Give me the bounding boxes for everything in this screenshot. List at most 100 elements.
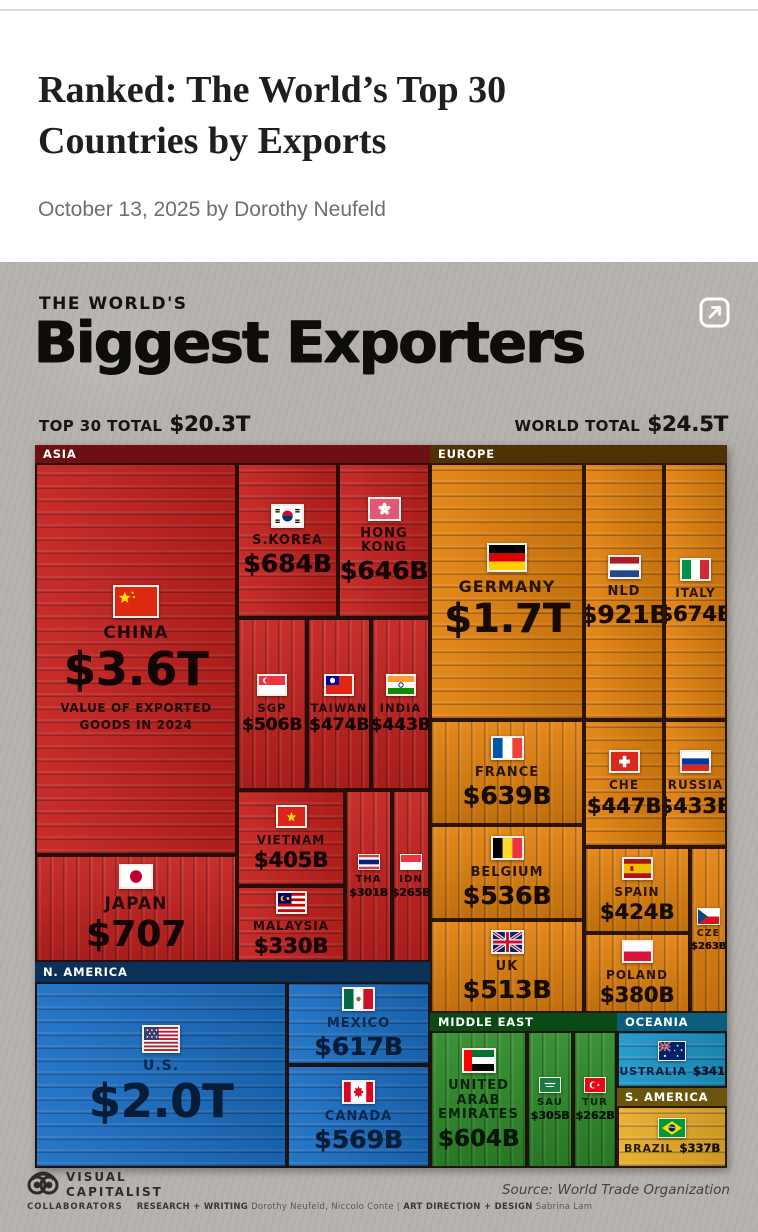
country-value: $337B (679, 1141, 721, 1156)
country-name: POLAND (606, 967, 668, 982)
flag-tr-icon (584, 1077, 606, 1094)
country-value: $265B (392, 885, 430, 899)
region-label-europe: EUROPE (430, 445, 727, 463)
infographic-title: Biggest Exporters (34, 310, 586, 376)
country-value: $301B (349, 885, 388, 899)
country-note: VALUE OF EXPORTED GOODS IN 2024 (60, 700, 212, 732)
country-name: ITALY (675, 586, 716, 601)
country-label-row: AUSTRALIA $341B (617, 1063, 725, 1078)
logo-line1: VISUAL (66, 1170, 127, 1184)
tile-sgp: SGP $506B (237, 618, 307, 790)
tile-japan: JAPAN $707 (35, 855, 237, 962)
country-name: JAPAN (104, 893, 168, 914)
visual-capitalist-logo: VISUAL CAPITALIST (26, 1170, 163, 1200)
region-label-asia: ASIA (35, 445, 430, 463)
country-value: $447B (586, 793, 662, 818)
country-value: $341B (692, 1063, 725, 1078)
tile-hong-kong: HONG KONG $646B (338, 463, 430, 618)
tile-che: CHE $447B (584, 720, 664, 847)
country-value: $639B (462, 780, 552, 810)
country-value: $646B (339, 555, 429, 585)
region-label-n-america: N. AMERICA (35, 962, 430, 982)
country-value: $1.7T (444, 595, 570, 642)
external-link-icon[interactable] (698, 296, 731, 329)
country-name: GERMANY (458, 577, 556, 597)
tile-mexico: MEXICO $617B (287, 982, 430, 1065)
world-total-value: $24.5T (647, 412, 728, 436)
art-names: Sabrina Lam (532, 1202, 593, 1212)
flag-hk-icon (367, 496, 401, 521)
tile-brazil: BRAZIL $337B (617, 1106, 727, 1168)
country-value: $536B (462, 880, 552, 910)
flag-jp-icon (119, 863, 153, 889)
country-name: AUSTRALIA (617, 1064, 687, 1078)
flag-it-icon (680, 558, 711, 582)
country-value: $2.0T (88, 1073, 234, 1128)
tile-malaysia: MALAYSIA $330B (237, 886, 345, 962)
credits-divider: | (396, 1202, 400, 1212)
research-names: Dorothy Neufeld, Niccolo Conte (248, 1202, 397, 1212)
country-value: $380B (599, 983, 675, 1008)
flag-in-icon (385, 673, 416, 696)
tile-canada: CANADA $569B (287, 1065, 430, 1168)
country-name: S.KOREA (252, 533, 323, 549)
country-value: $443B (371, 714, 430, 735)
country-value: $569B (314, 1124, 403, 1154)
tile-taiwan: TAIWAN $474B (307, 618, 371, 790)
flag-mx-icon (342, 987, 375, 1012)
country-name: CZE (696, 927, 721, 939)
flag-ch-icon (608, 750, 640, 774)
flag-nl-icon (607, 555, 641, 580)
country-name: U.S. (142, 1058, 180, 1075)
country-value: $305B (530, 1109, 570, 1123)
tile-germany: GERMANY $1.7T (430, 463, 584, 720)
flag-th-icon (357, 853, 380, 870)
world-total-label: WORLD TOTAL (514, 417, 641, 435)
country-name: HONG KONG (360, 525, 408, 556)
logo-wordmark: VISUAL CAPITALIST (66, 1170, 163, 1200)
country-value: $263B (690, 940, 727, 952)
flag-be-icon (490, 836, 524, 861)
tile-nld: NLD $921B (584, 463, 664, 720)
flag-au-icon (658, 1040, 686, 1061)
flag-kr-icon (271, 504, 304, 529)
tile-s-korea: S.KOREA $684B (237, 463, 338, 618)
research-label: RESEARCH + WRITING (136, 1202, 249, 1212)
country-value: $921B (584, 599, 664, 629)
tile-italy: ITALY$674B (664, 463, 727, 720)
tile-cze: CZE $263B (690, 847, 727, 1013)
country-name: SAU (537, 1097, 563, 1109)
tile-united-arab-emirates: UNITED ARAB EMIRATES $604B (430, 1031, 527, 1168)
infographic-kicker: THE WORLD'S (39, 294, 188, 314)
flag-my-icon (275, 890, 307, 914)
country-value: $707 (85, 913, 187, 955)
country-value: $604B (437, 1125, 520, 1152)
article-byline: October 13, 2025 by Dorothy Neufeld (38, 198, 386, 221)
binoculars-icon (26, 1170, 60, 1200)
country-name: RUSSIA (667, 778, 724, 793)
country-name: SGP (257, 700, 287, 715)
tile-india: INDIA $443B (371, 618, 430, 790)
flag-gb-icon (490, 930, 524, 955)
world-total: WORLD TOTAL $24.5T (515, 412, 728, 436)
tile-uk: UK $513B (430, 920, 584, 1013)
tile-france: FRANCE $639B (430, 720, 584, 825)
country-name: CHE (608, 778, 640, 793)
country-name: UK (495, 959, 519, 975)
collaborators-label: COLLABORATORS (27, 1202, 123, 1212)
flag-ca-icon (342, 1080, 375, 1105)
flag-ru-icon (680, 750, 711, 774)
tile-u-s: U.S. $2.0T (35, 982, 287, 1168)
country-name: NLD (607, 584, 641, 600)
country-value: $474B (308, 714, 370, 735)
country-name: THA (355, 873, 382, 885)
logo-line2: CAPITALIST (66, 1185, 163, 1199)
flag-es-icon (621, 856, 653, 880)
tile-australia: AUSTRALIA $341B (617, 1031, 727, 1088)
tile-idn: IDN $265B (392, 790, 430, 962)
country-value: $330B (253, 934, 329, 959)
country-value: $3.6T (63, 641, 209, 696)
flag-pl-icon (621, 939, 653, 963)
country-value: $424B (599, 900, 675, 925)
flag-cn-icon (113, 584, 159, 618)
